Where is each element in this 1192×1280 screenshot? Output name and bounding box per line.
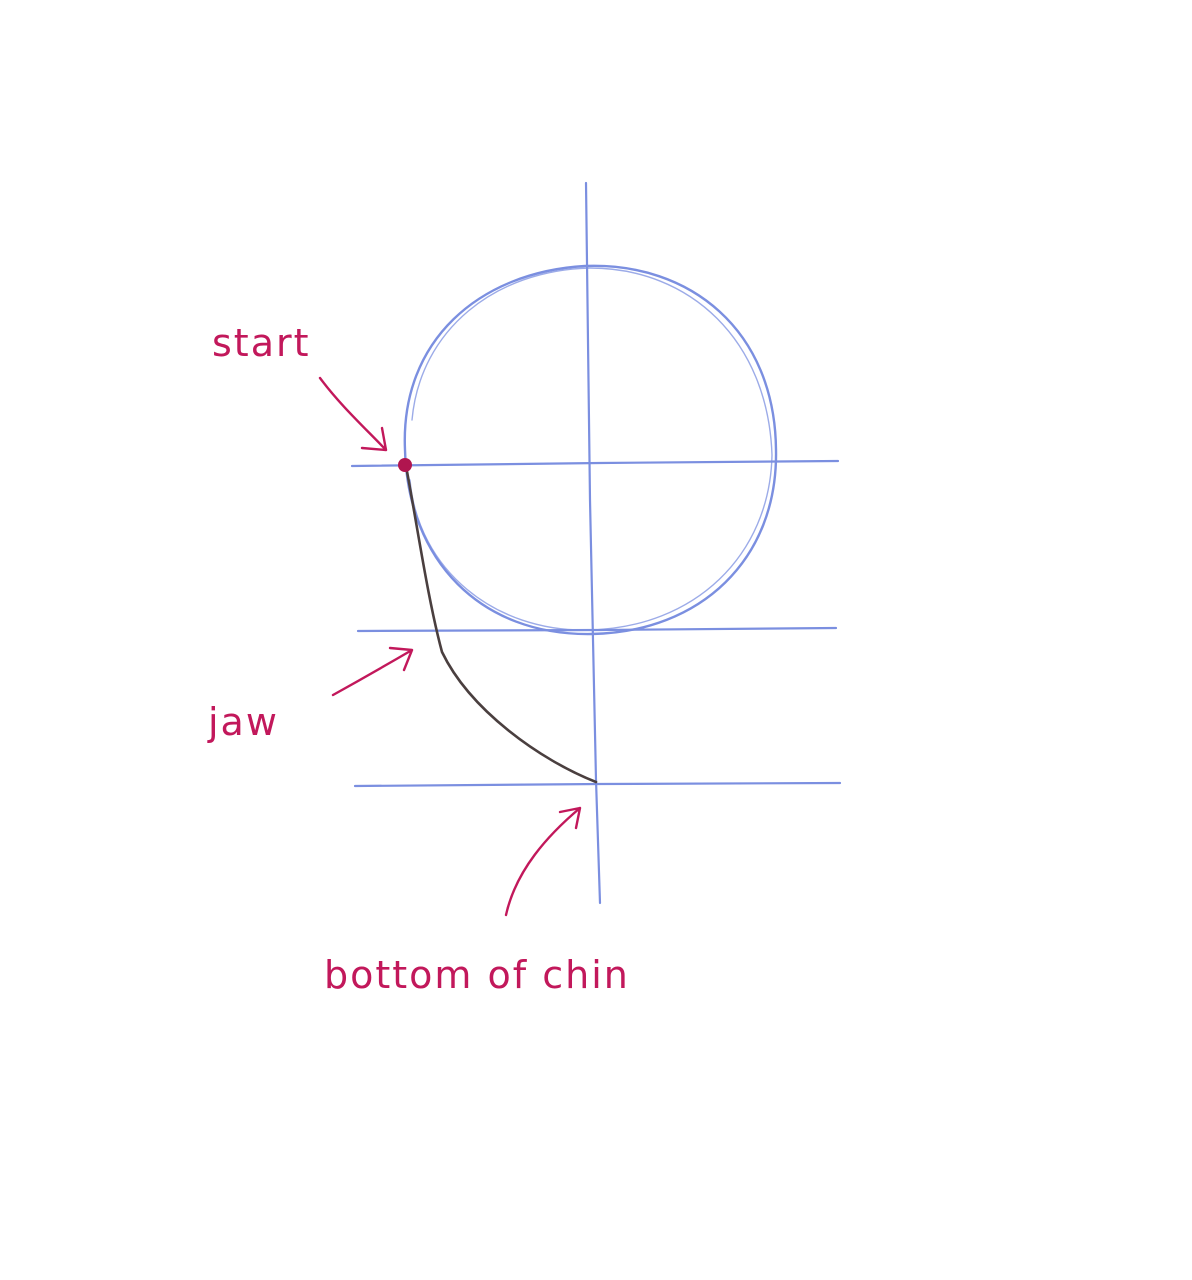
start-arrow (318, 376, 388, 452)
start-point-dot (398, 458, 412, 472)
start-label: start (212, 321, 311, 365)
chin-guide-line (353, 781, 842, 788)
head-circle-sketch-pass (409, 267, 773, 631)
jaw-label: jaw (207, 700, 279, 744)
jaw-line (404, 464, 598, 784)
brow-guide-line (350, 459, 840, 468)
vertical-guide-line (584, 181, 602, 905)
head-circle (403, 264, 778, 636)
nose-guide-line (356, 626, 838, 633)
bottom-of-chin-label: bottom of chin (324, 953, 630, 997)
jaw-arrow (331, 646, 414, 697)
chin-arrow (504, 806, 582, 917)
